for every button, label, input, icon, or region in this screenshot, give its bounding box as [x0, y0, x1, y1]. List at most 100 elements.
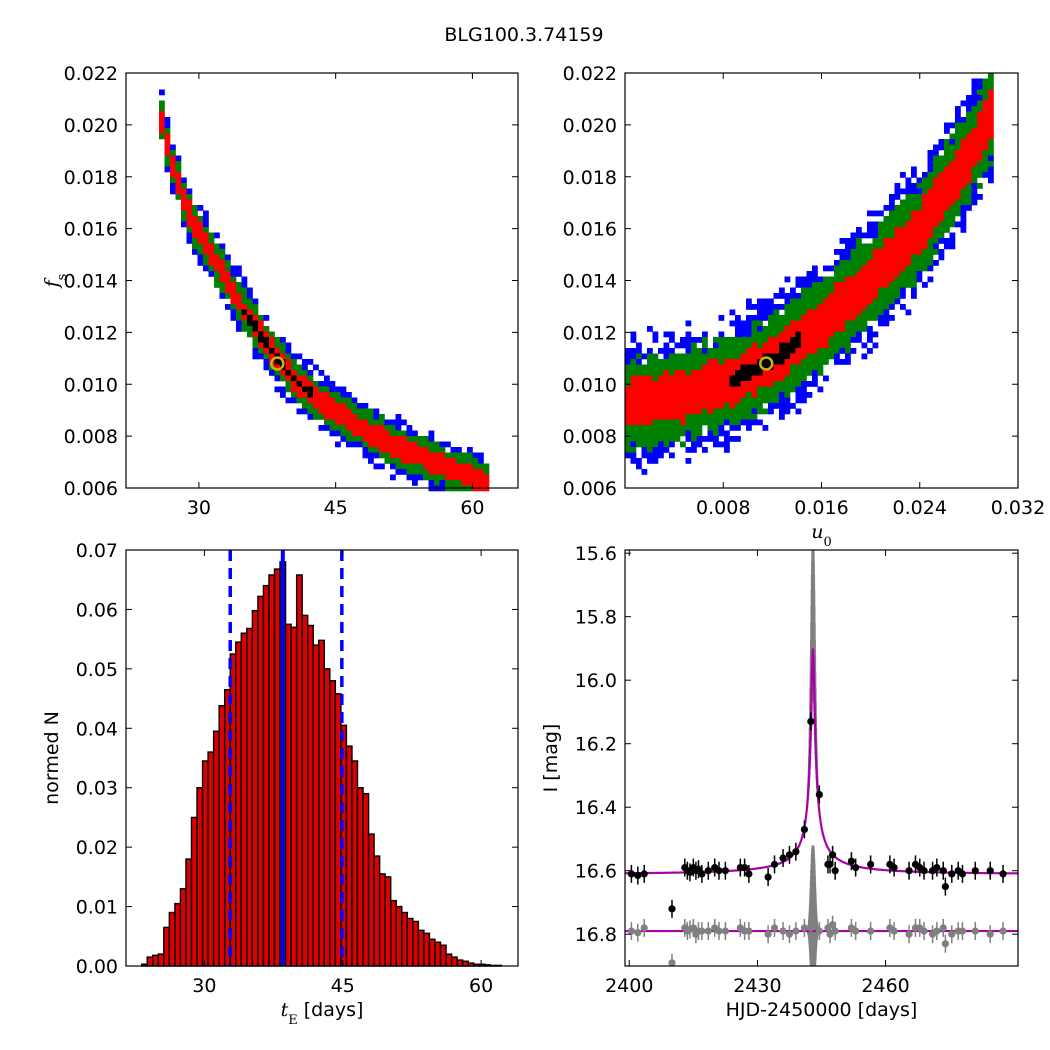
posterior-cell — [784, 408, 791, 415]
posterior-cell — [795, 392, 802, 398]
posterior-cell — [773, 309, 780, 316]
posterior-cell — [949, 133, 956, 140]
posterior-cell — [867, 221, 873, 228]
posterior-cell — [445, 469, 451, 475]
posterior-cell — [291, 386, 297, 393]
posterior-cell — [850, 232, 857, 239]
y-tick-label: 0.018 — [64, 167, 118, 189]
posterior-cell — [707, 436, 714, 442]
posterior-cell — [351, 430, 358, 437]
posterior-cell — [806, 331, 813, 338]
posterior-cell — [707, 375, 714, 382]
posterior-cell — [269, 370, 275, 376]
posterior-cell — [812, 359, 818, 365]
posterior-cell — [197, 243, 204, 250]
posterior-cell — [652, 425, 659, 431]
posterior-cell — [834, 337, 840, 343]
posterior-cell — [434, 463, 440, 470]
posterior-cell — [291, 381, 297, 387]
histogram-bar — [445, 953, 453, 967]
posterior-cell — [905, 177, 912, 184]
posterior-cell — [625, 403, 631, 409]
posterior-cell — [949, 161, 956, 167]
posterior-cell — [916, 243, 923, 250]
x-tick-label: 30 — [187, 497, 211, 519]
posterior-cell — [669, 419, 675, 426]
posterior-cell — [236, 315, 242, 321]
posterior-cell — [740, 386, 747, 393]
posterior-cell — [757, 408, 763, 415]
posterior-cell — [817, 359, 824, 365]
posterior-cell — [696, 353, 703, 360]
posterior-cell — [685, 386, 692, 393]
posterior-cell — [801, 359, 807, 365]
posterior-cell — [718, 419, 725, 426]
residual-point — [933, 927, 941, 935]
posterior-cell — [170, 155, 176, 162]
posterior-cell — [751, 375, 758, 382]
posterior-cell — [707, 397, 714, 404]
posterior-cell — [296, 386, 303, 393]
posterior-cell — [927, 172, 934, 178]
data-point — [905, 867, 913, 875]
posterior-cell — [779, 287, 785, 294]
posterior-cell — [636, 364, 642, 371]
posterior-cell — [658, 364, 664, 371]
y-tick-label: 0.018 — [563, 167, 617, 189]
posterior-cell — [691, 386, 697, 393]
posterior-cell — [340, 419, 347, 426]
posterior-cell — [806, 320, 813, 327]
posterior-cell — [647, 370, 653, 376]
posterior-cell — [434, 474, 440, 481]
posterior-cell — [685, 353, 692, 360]
histogram-bar — [157, 953, 165, 967]
posterior-cell — [878, 271, 884, 277]
posterior-cell — [839, 238, 846, 244]
posterior-cell — [911, 287, 917, 294]
posterior-cell — [423, 469, 429, 475]
posterior-cell — [696, 441, 703, 448]
posterior-cell — [696, 425, 703, 431]
posterior-cell — [927, 205, 934, 211]
posterior-cell — [181, 205, 187, 211]
posterior-cell — [729, 397, 736, 404]
posterior-cell — [894, 287, 901, 294]
posterior-cell — [707, 430, 714, 437]
posterior-cell — [867, 232, 873, 239]
posterior-cell — [933, 221, 939, 228]
posterior-cell — [966, 111, 972, 118]
posterior-cell — [867, 304, 873, 310]
posterior-cell — [713, 425, 719, 431]
posterior-cell — [806, 309, 813, 316]
posterior-cell — [718, 397, 725, 404]
posterior-cell — [982, 144, 989, 151]
x-tick-label: 60 — [469, 975, 493, 997]
posterior-cell — [467, 480, 473, 486]
posterior-cell — [944, 150, 950, 156]
posterior-cell — [812, 276, 818, 283]
posterior-cell — [230, 265, 237, 272]
posterior-cell — [302, 359, 308, 365]
posterior-cell — [219, 243, 226, 250]
posterior-cell — [740, 337, 747, 343]
posterior-cell — [735, 331, 741, 338]
posterior-cell — [856, 309, 862, 316]
posterior-cell — [839, 265, 846, 272]
posterior-cell — [652, 364, 659, 371]
posterior-cell — [630, 419, 637, 426]
posterior-cell — [680, 403, 686, 409]
posterior-cell — [784, 309, 791, 316]
posterior-cell — [439, 458, 446, 464]
posterior-cell — [652, 436, 659, 442]
posterior-cell — [351, 408, 358, 415]
posterior-cell — [625, 419, 631, 426]
posterior-cell — [905, 282, 912, 288]
posterior-cell — [988, 84, 994, 90]
posterior-cell — [658, 447, 664, 453]
posterior-cell — [982, 166, 989, 173]
posterior-cell — [889, 282, 895, 288]
posterior-cell — [225, 271, 231, 277]
posterior-cell — [307, 375, 314, 382]
posterior-cell — [806, 298, 813, 305]
